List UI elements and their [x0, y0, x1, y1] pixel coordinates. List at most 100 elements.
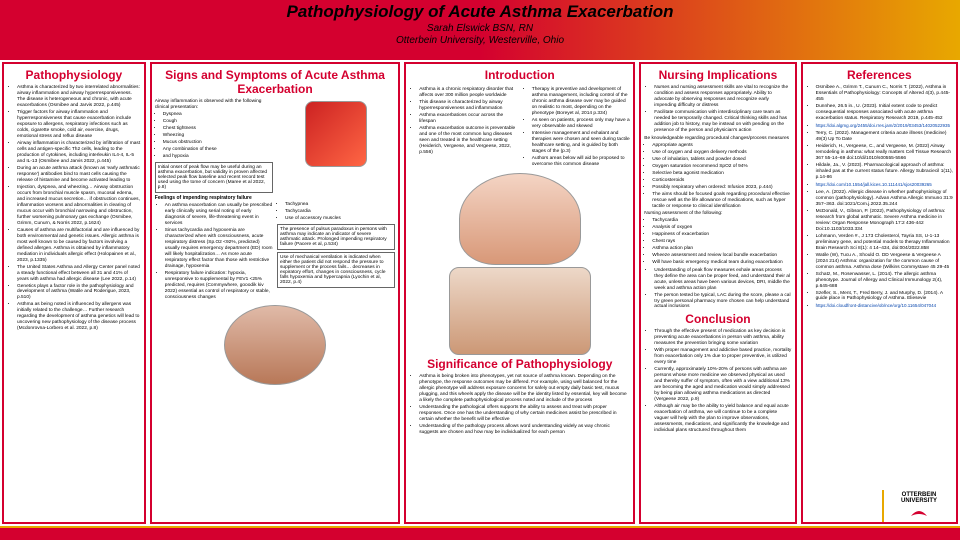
ref-item: Osmibee A., Grimm T., Cunurn C., Norris …: [816, 85, 953, 103]
symptom-item: Wheezing: [163, 133, 273, 139]
intro-item: Asthma is a chronic respiratory disorder…: [419, 87, 518, 99]
col-signs-symptoms: Signs and Symptoms of Acute Asthma Exace…: [150, 62, 400, 524]
know-item: Use of inhalation, tablets and powder do…: [652, 157, 791, 163]
know-item: Possibly respiratory when ordered: Infus…: [652, 185, 791, 191]
assess-item: Happiness of exacerbation: [652, 232, 791, 238]
ref-item: Heiderich, H., Vergeese, C., and Vergees…: [816, 144, 953, 162]
symptom-item: Mucus obstruction: [163, 140, 273, 146]
know-item: Oxygen saturation recommend SpO2 of 94%: [652, 164, 791, 170]
col-pathophysiology: Pathophysiology Asthma is characterized …: [2, 62, 146, 524]
ref-item: Terry, C. (2022). Management criteria ac…: [816, 131, 953, 143]
conclusion-title: Conclusion: [644, 312, 791, 326]
poster-header: Pathophysiology of Acute Asthma Exacerba…: [0, 0, 960, 60]
ref-item: Lohmann, Verden #., J 173 Cholesterol, T…: [816, 234, 953, 252]
ref-item: https://doi.com/10.1554/jall.kices.10.11…: [816, 182, 953, 189]
col2-intro: Airway inflammation is observed with the…: [155, 99, 273, 111]
col1-item: Asthma as being noted is influenced by a…: [17, 302, 141, 332]
poster-author: Sarah Elswick BSN, RN: [0, 23, 960, 34]
col2-left-list: An asthma exacerbation can usually be pr…: [155, 203, 273, 301]
ref-item: Hildale, Ja., V. (2023). Pharmacological…: [816, 163, 953, 181]
poster-columns: Pathophysiology Asthma is characterized …: [0, 60, 960, 526]
col1-title: Pathophysiology: [7, 68, 141, 82]
significance-title: Significance of Pathophysiology: [409, 357, 630, 371]
ref-link[interactable]: https://doi.algmg.org/2455/doi.rres.jam/…: [816, 123, 950, 128]
symptoms-list: Dyspnea Cough Chest tightness Wheezing M…: [155, 112, 273, 160]
col2-right-symptoms: Tachypnea Tachycardia Use of accessory m…: [277, 202, 395, 222]
intro-left-list: Asthma is a chronic respiratory disorder…: [409, 87, 518, 169]
col-references: References Osmibee A., Grimm T., Cunurn …: [801, 62, 958, 524]
references-list: Osmibee A., Grimm T., Cunurn C., Norris …: [806, 85, 953, 310]
conclusion-item: Through the effective present of medicat…: [654, 329, 791, 347]
col2-left-item: Respiratory failure indication: hypoxia,…: [165, 271, 273, 301]
logo-text: OTTERBEIN UNIVERSITY: [884, 492, 954, 504]
col-introduction: Introduction Asthma is a chronic respira…: [404, 62, 635, 524]
peak-flow-box: Initial onset of peak flow may be useful…: [155, 162, 273, 193]
lungs-anatomy-image: [459, 173, 581, 265]
nursing-list: Nurses and nursing assessment skills are…: [644, 85, 791, 134]
peak-list: Understanding of peak flow measures exha…: [644, 268, 791, 311]
knowledge-list: Appropriate agents Use of oxygen and oxy…: [644, 143, 791, 210]
symptom-item: and hypoxia: [163, 154, 273, 160]
intro-item: As seen on patients, process only may ha…: [532, 118, 631, 130]
know-item: The aims should be focused goals regardi…: [652, 192, 791, 210]
ref-item: Schatz, M., Rosenwasser, L. (2014). The …: [816, 272, 953, 290]
assess-title: Nursing assessment of the following:: [644, 211, 791, 217]
know-item: Appropriate agents: [652, 143, 791, 149]
col1-item: Injection, dyspnea, and wheezing… Airway…: [17, 185, 141, 227]
col2-title: Signs and Symptoms of Acute Asthma Exace…: [155, 68, 395, 96]
col1-item: Airway inflammation is characterized by …: [17, 141, 141, 165]
know-item: Selective beta agonist medication: [652, 171, 791, 177]
ref-item: Watile (W), Tucu A., Should O. DD Vergee…: [816, 253, 953, 271]
symptom-item: Cough: [163, 119, 273, 125]
assess-item: Wheeze assessment and review local bundl…: [652, 253, 791, 259]
symptom-item: Dyspnea: [163, 112, 273, 118]
assess-list: Tachycardia Analysis of oxygen Happiness…: [644, 218, 791, 266]
col3-title: Introduction: [409, 68, 630, 82]
col2-right-item: Tachypnea: [285, 202, 395, 208]
col1-item: The United States Asthma and Allergy Cen…: [17, 265, 141, 283]
ref-item: McDonald, V., Gibson, P. (2022), Pathoph…: [816, 209, 953, 233]
sig-item: Understanding of the pathology process a…: [419, 424, 630, 436]
assess-item: Chest rays: [652, 239, 791, 245]
col1-item: Genetics plays a factor role in the path…: [17, 284, 141, 302]
col4-title: Nursing Implications: [644, 68, 791, 82]
know-item: Corticosteroids: [652, 178, 791, 184]
assess-item: Tachycardia: [652, 218, 791, 224]
airway-crosssection-image: [449, 267, 591, 355]
intro-item: Authors areas below will aid be proposed…: [532, 156, 631, 168]
otterbein-logo: OTTERBEIN UNIVERSITY: [882, 490, 954, 522]
col5-title: References: [806, 68, 953, 82]
peak-item: Understanding of peak flow measures exha…: [654, 268, 791, 292]
col-nursing: Nursing Implications Nurses and nursing …: [639, 62, 796, 524]
poster-footer-bar: [0, 526, 960, 540]
intro-item: Intensive management and exhalant and th…: [532, 131, 631, 155]
conclusion-item: With proper management and addictive bas…: [654, 348, 791, 366]
sig-item: Understanding the pathological offers su…: [419, 405, 630, 423]
assess-item: Will have basic emergency medical team d…: [652, 260, 791, 266]
intro-item: Therapy is preventive and development of…: [532, 87, 631, 117]
intro-right-list: Therapy is preventive and development of…: [522, 87, 631, 169]
col2-left-item: An asthma exacerbation can usually be pr…: [165, 203, 273, 227]
sig-item: Asthma is being broken into phenotypes, …: [419, 374, 630, 404]
significance-list: Asthma is being broken into phenotypes, …: [409, 374, 630, 436]
know-item: Use of oxygen and oxygen delivery method…: [652, 150, 791, 156]
inhaler-image: [305, 101, 367, 167]
ref-link[interactable]: https://doi.cloudfront-distancive/ob/nce…: [816, 303, 937, 308]
col2-right-item: Use of accessory muscles: [285, 216, 395, 222]
col1-item: Trigger factors for airway inflammation …: [17, 110, 141, 140]
pulsus-box: The presence of pulsus paradoxus in pers…: [277, 224, 395, 250]
col1-item: During an acute asthma attack (known as …: [17, 166, 141, 184]
symptom-item: Any combination of these: [163, 147, 273, 153]
poster-affiliation: Otterbein University, Westerville, Ohio: [0, 35, 960, 46]
conclusion-item: Although air may be the ability to yield…: [654, 404, 791, 434]
nursing-item: Nurses and nursing assessment skills are…: [654, 85, 791, 109]
symptom-item: Chest tightness: [163, 126, 273, 132]
ref-item: Dunnhee, 26.5 in., U. (2023). Initial ex…: [816, 104, 953, 122]
col2-right-item: Tachycardia: [285, 209, 395, 215]
ventilation-box: Use of mechanical ventilation is indicat…: [277, 252, 395, 288]
poster-title: Pathophysiology of Acute Asthma Exacerba…: [0, 2, 960, 22]
conclusion-item: Currently, approximately 10%-20% of pers…: [654, 367, 791, 403]
ref-item: Szefler, S., Ment, T., Fred Berry, J. an…: [816, 291, 953, 303]
ref-link[interactable]: https://doi.com/10.1554/jall.kices.10.11…: [816, 182, 932, 187]
bird-icon: [909, 504, 929, 518]
